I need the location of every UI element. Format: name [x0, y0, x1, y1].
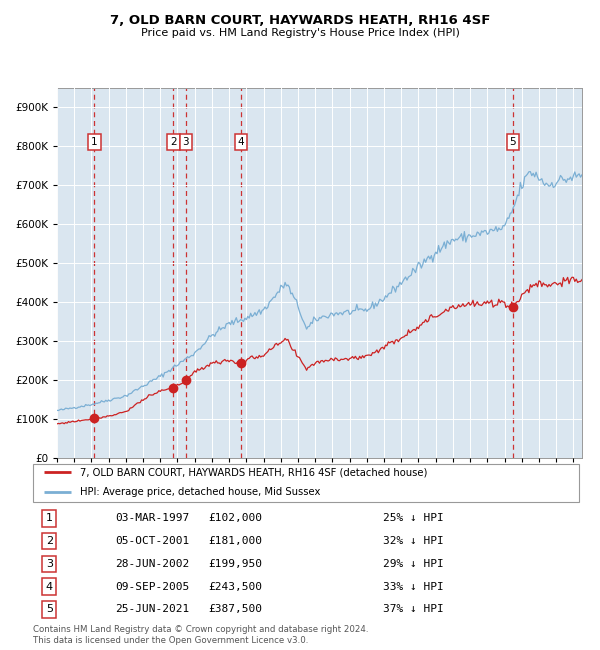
Text: 5: 5 [509, 137, 516, 148]
Text: 37% ↓ HPI: 37% ↓ HPI [383, 604, 444, 614]
Text: HPI: Average price, detached house, Mid Sussex: HPI: Average price, detached house, Mid … [80, 487, 320, 497]
Text: Contains HM Land Registry data © Crown copyright and database right 2024.: Contains HM Land Registry data © Crown c… [33, 625, 368, 634]
Text: 2: 2 [170, 137, 176, 148]
Text: 05-OCT-2001: 05-OCT-2001 [116, 536, 190, 546]
Text: 4: 4 [46, 582, 53, 592]
Text: This data is licensed under the Open Government Licence v3.0.: This data is licensed under the Open Gov… [33, 636, 308, 645]
Text: 28-JUN-2002: 28-JUN-2002 [116, 559, 190, 569]
Text: £102,000: £102,000 [208, 514, 262, 523]
FancyBboxPatch shape [33, 463, 579, 502]
Text: 3: 3 [46, 559, 53, 569]
Text: 25% ↓ HPI: 25% ↓ HPI [383, 514, 444, 523]
Text: 33% ↓ HPI: 33% ↓ HPI [383, 582, 444, 592]
Text: 25-JUN-2021: 25-JUN-2021 [116, 604, 190, 614]
Text: 5: 5 [46, 604, 53, 614]
Text: 1: 1 [91, 137, 98, 148]
Text: 3: 3 [182, 137, 189, 148]
Text: 09-SEP-2005: 09-SEP-2005 [116, 582, 190, 592]
Text: £199,950: £199,950 [208, 559, 262, 569]
Text: 7, OLD BARN COURT, HAYWARDS HEATH, RH16 4SF: 7, OLD BARN COURT, HAYWARDS HEATH, RH16 … [110, 14, 490, 27]
Text: 4: 4 [238, 137, 244, 148]
Text: 29% ↓ HPI: 29% ↓ HPI [383, 559, 444, 569]
Text: £243,500: £243,500 [208, 582, 262, 592]
Text: Price paid vs. HM Land Registry's House Price Index (HPI): Price paid vs. HM Land Registry's House … [140, 28, 460, 38]
Text: £387,500: £387,500 [208, 604, 262, 614]
Text: 03-MAR-1997: 03-MAR-1997 [116, 514, 190, 523]
Text: 7, OLD BARN COURT, HAYWARDS HEATH, RH16 4SF (detached house): 7, OLD BARN COURT, HAYWARDS HEATH, RH16 … [80, 467, 427, 477]
Text: 1: 1 [46, 514, 53, 523]
Text: 2: 2 [46, 536, 53, 546]
Text: 32% ↓ HPI: 32% ↓ HPI [383, 536, 444, 546]
Text: £181,000: £181,000 [208, 536, 262, 546]
